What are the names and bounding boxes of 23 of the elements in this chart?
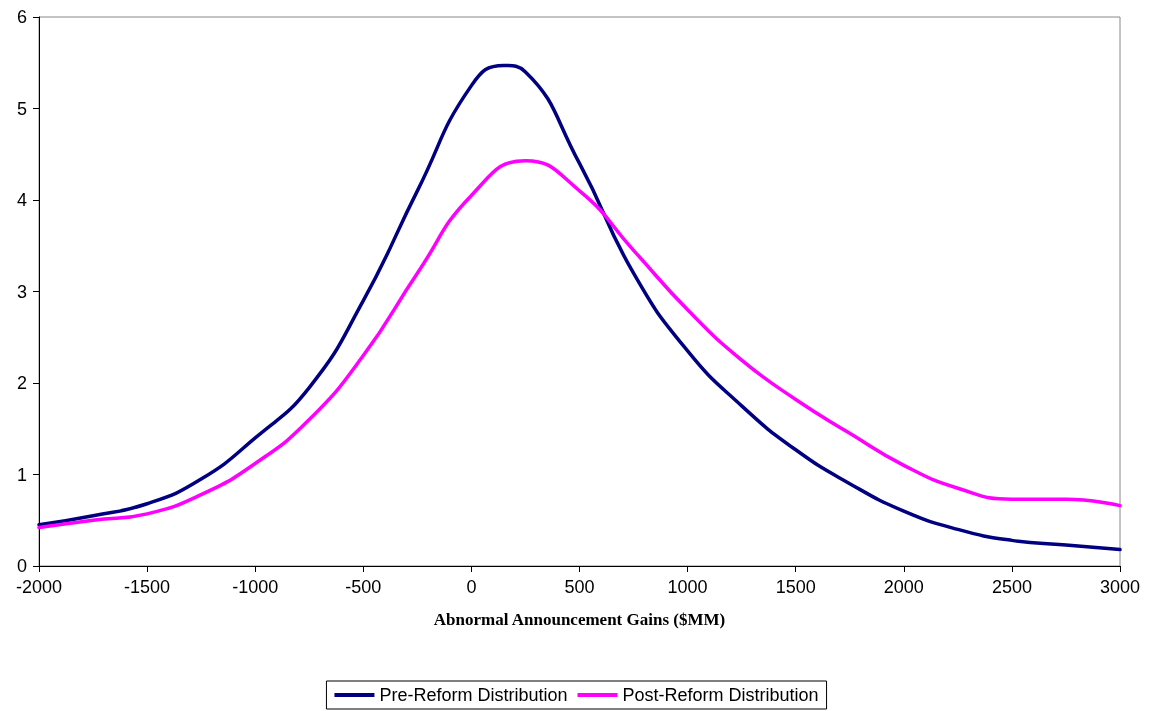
y-tick-label: 4 bbox=[16, 190, 27, 210]
x-tick-label: -1500 bbox=[124, 577, 171, 597]
x-tick-label: 3000 bbox=[1099, 577, 1141, 597]
x-tick-label: -1000 bbox=[232, 577, 279, 597]
line-series bbox=[37, 158, 1122, 530]
y-tick-label: 2 bbox=[16, 373, 27, 393]
x-tick-label: 2500 bbox=[991, 577, 1032, 597]
y-tick-label: 1 bbox=[16, 464, 27, 485]
y-tick-label: 0 bbox=[16, 556, 27, 576]
y-tick-label: 5 bbox=[16, 98, 27, 119]
x-tick-label: 1000 bbox=[667, 577, 708, 597]
x-tick-label: -500 bbox=[345, 577, 382, 597]
y-tick-label: 6 bbox=[16, 7, 27, 27]
legend-label: Post-Reform Distribution bbox=[622, 685, 819, 705]
x-axis-title: Abnormal Announcement Gains ($MM) bbox=[433, 610, 726, 629]
x-tick-label: 1500 bbox=[775, 577, 816, 597]
legend-label: Pre-Reform Distribution bbox=[379, 685, 568, 705]
line-series bbox=[37, 63, 1122, 552]
x-tick-label: 500 bbox=[564, 577, 595, 597]
x-tick-label: -2000 bbox=[15, 577, 63, 597]
x-tick-label: 2000 bbox=[883, 577, 924, 597]
y-tick-label: 3 bbox=[16, 281, 27, 302]
x-tick-label: 0 bbox=[466, 577, 477, 597]
